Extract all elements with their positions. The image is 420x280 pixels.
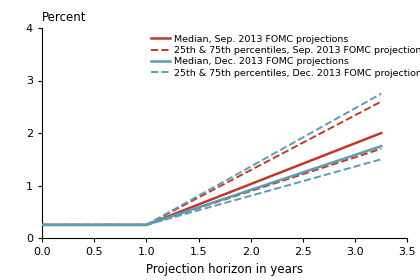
25th & 75th percentiles, Dec. 2013 FOMC projections	[218, 181, 223, 185]
Line: Median, Dec. 2013 FOMC projections: Median, Dec. 2013 FOMC projections	[42, 146, 381, 225]
Text: Percent: Percent	[42, 11, 87, 24]
Median, Dec. 2013 FOMC projections	[334, 159, 339, 163]
Median, Dec. 2013 FOMC projections	[367, 148, 372, 152]
Median, Sep. 2013 FOMC projections	[334, 149, 339, 152]
Median, Sep. 2013 FOMC projections	[379, 131, 384, 135]
25th & 75th percentiles, Dec. 2013 FOMC projections	[367, 99, 372, 102]
Median, Dec. 2013 FOMC projections	[218, 198, 223, 202]
25th & 75th percentiles, Sep. 2013 FOMC projections	[39, 223, 45, 227]
Median, Sep. 2013 FOMC projections	[359, 139, 364, 142]
Line: Median, Sep. 2013 FOMC projections: Median, Sep. 2013 FOMC projections	[42, 133, 381, 225]
25th & 75th percentiles, Sep. 2013 FOMC projections	[365, 107, 370, 110]
25th & 75th percentiles, Sep. 2013 FOMC projections	[379, 100, 384, 103]
Median, Dec. 2013 FOMC projections	[39, 223, 45, 227]
Line: 25th & 75th percentiles, Dec. 2013 FOMC projections: 25th & 75th percentiles, Dec. 2013 FOMC …	[42, 94, 381, 225]
Median, Sep. 2013 FOMC projections	[307, 160, 312, 163]
Line: 25th & 75th percentiles, Sep. 2013 FOMC projections: 25th & 75th percentiles, Sep. 2013 FOMC …	[42, 102, 381, 225]
25th & 75th percentiles, Dec. 2013 FOMC projections	[379, 92, 384, 95]
Median, Sep. 2013 FOMC projections	[39, 223, 45, 227]
Median, Sep. 2013 FOMC projections	[367, 136, 372, 139]
Legend: Median, Sep. 2013 FOMC projections, 25th & 75th percentiles, Sep. 2013 FOMC proj: Median, Sep. 2013 FOMC projections, 25th…	[149, 33, 420, 80]
X-axis label: Projection horizon in years: Projection horizon in years	[146, 263, 303, 276]
Median, Dec. 2013 FOMC projections	[359, 151, 364, 154]
Median, Dec. 2013 FOMC projections	[307, 169, 312, 172]
25th & 75th percentiles, Dec. 2013 FOMC projections	[334, 117, 339, 120]
Median, Sep. 2013 FOMC projections	[218, 194, 223, 197]
25th & 75th percentiles, Dec. 2013 FOMC projections	[39, 223, 45, 227]
25th & 75th percentiles, Dec. 2013 FOMC projections	[359, 103, 364, 106]
Median, Dec. 2013 FOMC projections	[365, 149, 370, 152]
25th & 75th percentiles, Dec. 2013 FOMC projections	[307, 132, 312, 136]
Median, Dec. 2013 FOMC projections	[379, 144, 384, 148]
25th & 75th percentiles, Sep. 2013 FOMC projections	[359, 110, 364, 113]
Median, Sep. 2013 FOMC projections	[365, 137, 370, 140]
25th & 75th percentiles, Dec. 2013 FOMC projections	[365, 99, 370, 103]
25th & 75th percentiles, Sep. 2013 FOMC projections	[307, 138, 312, 141]
25th & 75th percentiles, Sep. 2013 FOMC projections	[367, 106, 372, 109]
25th & 75th percentiles, Sep. 2013 FOMC projections	[334, 123, 339, 127]
25th & 75th percentiles, Sep. 2013 FOMC projections	[218, 184, 223, 187]
